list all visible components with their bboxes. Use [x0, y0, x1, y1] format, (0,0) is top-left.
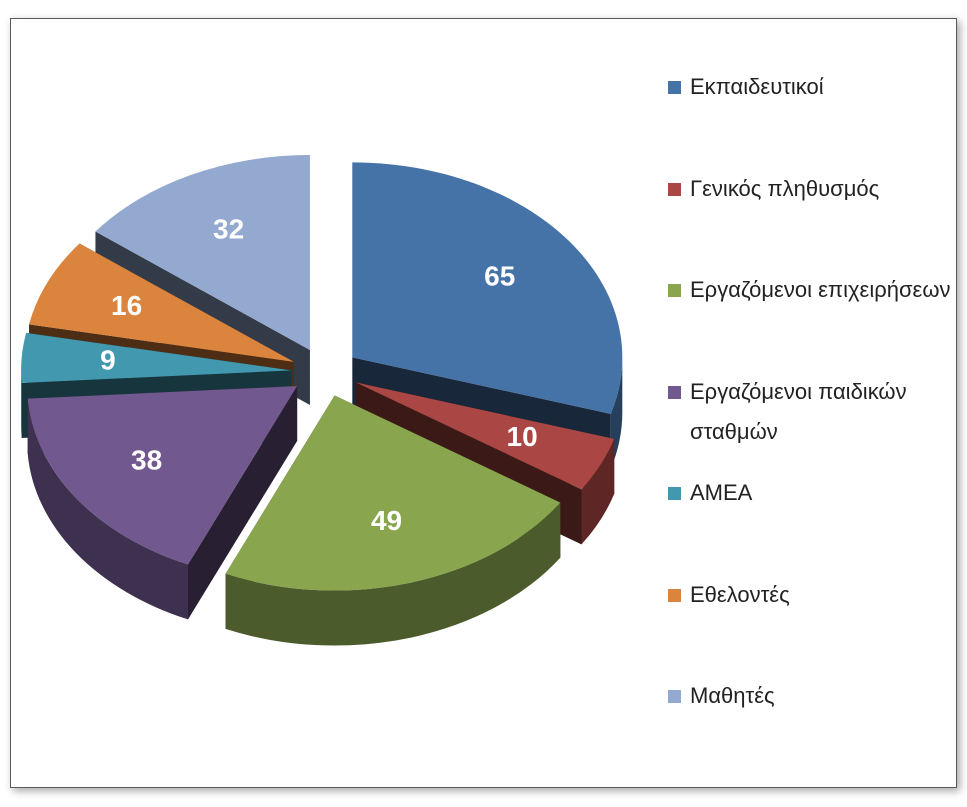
- data-label: 38: [131, 444, 162, 475]
- pie-slice: [352, 162, 623, 414]
- legend-swatch: [668, 487, 681, 500]
- legend-swatch: [668, 690, 681, 703]
- pie-slice: [355, 382, 615, 490]
- slice-group: [27, 386, 298, 620]
- data-label: 65: [484, 261, 515, 292]
- legend-label: Εργαζόμενοι επιχειρήσεων: [690, 277, 951, 302]
- pie-slice: [29, 243, 294, 362]
- slice-side: [21, 370, 22, 438]
- legend-label: Μαθητές: [690, 683, 775, 708]
- legend-swatch: [668, 385, 681, 399]
- legend-swatch: [668, 588, 681, 602]
- legend-swatch: [668, 182, 681, 196]
- pie-slice: [95, 154, 310, 350]
- legend-label: Γενικός πληθυσμός: [690, 175, 880, 201]
- legend-swatch: [668, 81, 681, 94]
- legend-item: Εργαζόμενοι επιχειρήσεων: [668, 270, 953, 310]
- slice-side: [581, 438, 615, 545]
- legend-label: ΑΜΕΑ: [690, 480, 753, 505]
- legend-item: Εργαζόμενοι παιδικών σταθμών: [668, 372, 953, 452]
- pie-slice: [225, 395, 561, 591]
- legend-item: Εκπαιδευτικοί: [668, 67, 953, 107]
- legend-item: Μαθητές: [668, 676, 953, 716]
- legend-swatch: [668, 284, 681, 297]
- legend-item: Εθελοντές: [668, 575, 953, 615]
- pie-slice: [21, 332, 292, 383]
- legend-label: Εθελοντές: [690, 581, 790, 607]
- pie-slice: [27, 386, 298, 565]
- legend-item: ΑΜΕΑ: [668, 473, 953, 513]
- data-label: 9: [100, 344, 116, 375]
- slice-group: [225, 395, 561, 646]
- legend-label: Εκπαιδευτικοί: [690, 74, 824, 99]
- legend-label: Εργαζόμενοι παιδικών σταθμών: [690, 378, 907, 444]
- data-label: 16: [111, 290, 142, 321]
- data-label: 49: [371, 505, 402, 536]
- slice-side: [225, 502, 561, 646]
- data-label: 10: [507, 421, 538, 452]
- slice-side: [188, 386, 298, 620]
- slice-side: [27, 398, 189, 620]
- legend-item: Γενικός πληθυσμός: [668, 169, 953, 209]
- data-label: 32: [213, 214, 244, 245]
